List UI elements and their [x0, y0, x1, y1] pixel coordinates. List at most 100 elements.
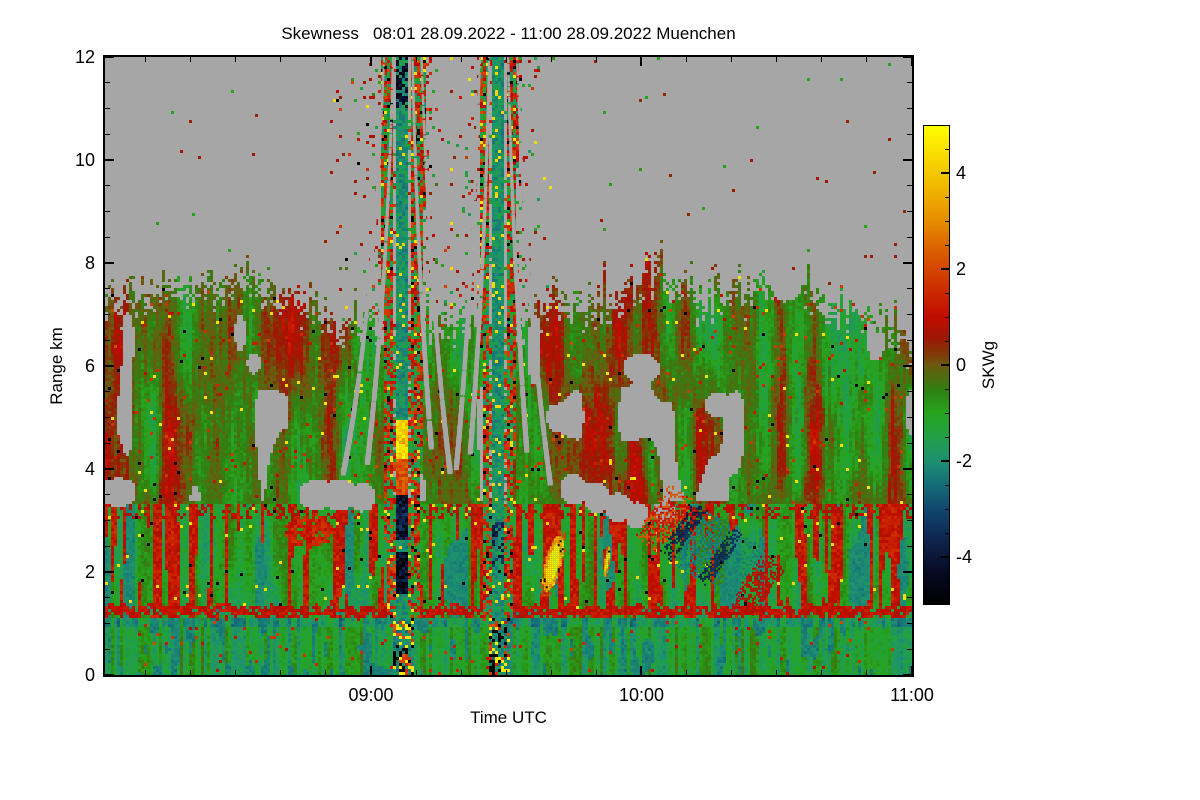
y-tick [105, 494, 110, 496]
x-tick [145, 670, 147, 675]
y-tick [105, 236, 110, 238]
y-tick [105, 56, 114, 58]
y-tick [903, 159, 912, 161]
x-tick [369, 666, 372, 675]
x-tick [550, 670, 552, 675]
y-tick [907, 391, 912, 393]
y-tick-label: 4 [84, 459, 95, 479]
y-tick [907, 545, 912, 547]
x-tick [280, 670, 282, 675]
y-tick [907, 133, 912, 135]
x-tick [460, 57, 462, 62]
x-tick [595, 57, 597, 62]
y-tick [105, 468, 114, 470]
colorbar-minor-tick [945, 148, 949, 150]
y-tick [105, 520, 110, 521]
y-tick [105, 185, 110, 187]
colorbar-tick-label: -4 [956, 547, 973, 567]
y-tick [907, 494, 912, 496]
y-tick [907, 623, 912, 624]
y-tick [105, 648, 110, 650]
colorbar-minor-tick [945, 316, 949, 318]
colorbar-minor-tick [945, 340, 949, 342]
y-tick [907, 442, 912, 444]
y-tick [105, 108, 110, 109]
x-tick [325, 57, 327, 62]
x-tick [686, 57, 688, 62]
x-tick [776, 57, 778, 62]
colorbar-minor-tick [945, 436, 949, 438]
x-tick [776, 670, 778, 675]
colorbar-tick [941, 364, 949, 366]
y-tick [907, 211, 912, 212]
y-tick [907, 520, 912, 521]
y-tick-label: 12 [74, 47, 95, 67]
colorbar-tick [941, 172, 949, 174]
y-tick [903, 365, 912, 367]
x-axis-label: Time UTC [470, 708, 547, 727]
colorbar-minor-tick [945, 412, 949, 414]
colorbar-tick [941, 460, 949, 462]
y-tick-label: 6 [84, 356, 95, 376]
y-tick [105, 339, 110, 341]
y-tick [907, 236, 912, 238]
x-tick [190, 670, 192, 675]
colorbar-minor-tick [945, 220, 949, 222]
y-tick [105, 159, 114, 161]
y-tick [903, 56, 912, 58]
x-tick [821, 57, 823, 62]
x-tick [821, 670, 823, 675]
colorbar-tick-label: -2 [956, 451, 973, 471]
colorbar-minor-tick [945, 244, 949, 246]
y-tick [907, 314, 912, 315]
y-tick [907, 185, 912, 187]
colorbar-tick-label: 0 [956, 355, 967, 375]
x-tick [460, 670, 462, 675]
x-tick [866, 670, 868, 675]
colorbar-minor-tick [945, 388, 949, 390]
colorbar-tick [941, 268, 949, 270]
x-tick [550, 57, 552, 62]
y-tick [105, 674, 114, 676]
y-tick [903, 262, 912, 264]
y-tick [907, 597, 912, 599]
y-tick [105, 82, 110, 84]
chart-title: Skewness 08:01 28.09.2022 - 11:00 28.09.… [281, 24, 736, 43]
y-tick [105, 545, 110, 547]
y-tick [105, 314, 110, 315]
x-tick [595, 670, 597, 675]
colorbar-tick [941, 556, 949, 558]
x-tick [911, 666, 913, 675]
x-tick [505, 670, 507, 675]
y-tick [907, 339, 912, 341]
colorbar-minor-tick [945, 292, 949, 294]
x-tick [911, 57, 913, 66]
y-tick [105, 365, 114, 367]
y-tick-label: 8 [84, 253, 95, 273]
colorbar-minor-tick [945, 484, 949, 486]
x-tick [731, 670, 733, 675]
heatmap-canvas [105, 57, 912, 675]
y-tick [907, 108, 912, 109]
y-tick [907, 648, 912, 650]
x-tick [640, 666, 643, 675]
colorbar-minor-tick [945, 508, 949, 510]
x-tick [686, 670, 688, 675]
y-tick [907, 82, 912, 84]
colorbar-minor-tick [945, 580, 949, 582]
y-tick [907, 288, 912, 290]
colorbar-minor-tick [945, 196, 949, 198]
y-tick-label: 10 [74, 150, 95, 170]
x-tick [325, 670, 327, 675]
y-tick [903, 468, 912, 470]
y-tick [105, 133, 110, 135]
y-tick [105, 211, 110, 212]
x-tick-label: 09:00 [348, 685, 394, 705]
x-tick [235, 670, 237, 675]
x-tick [145, 57, 147, 62]
y-tick-label: 2 [84, 562, 95, 582]
y-tick [105, 262, 114, 264]
x-tick-label: 10:00 [618, 685, 664, 705]
x-tick [369, 57, 372, 66]
y-tick [105, 597, 110, 599]
